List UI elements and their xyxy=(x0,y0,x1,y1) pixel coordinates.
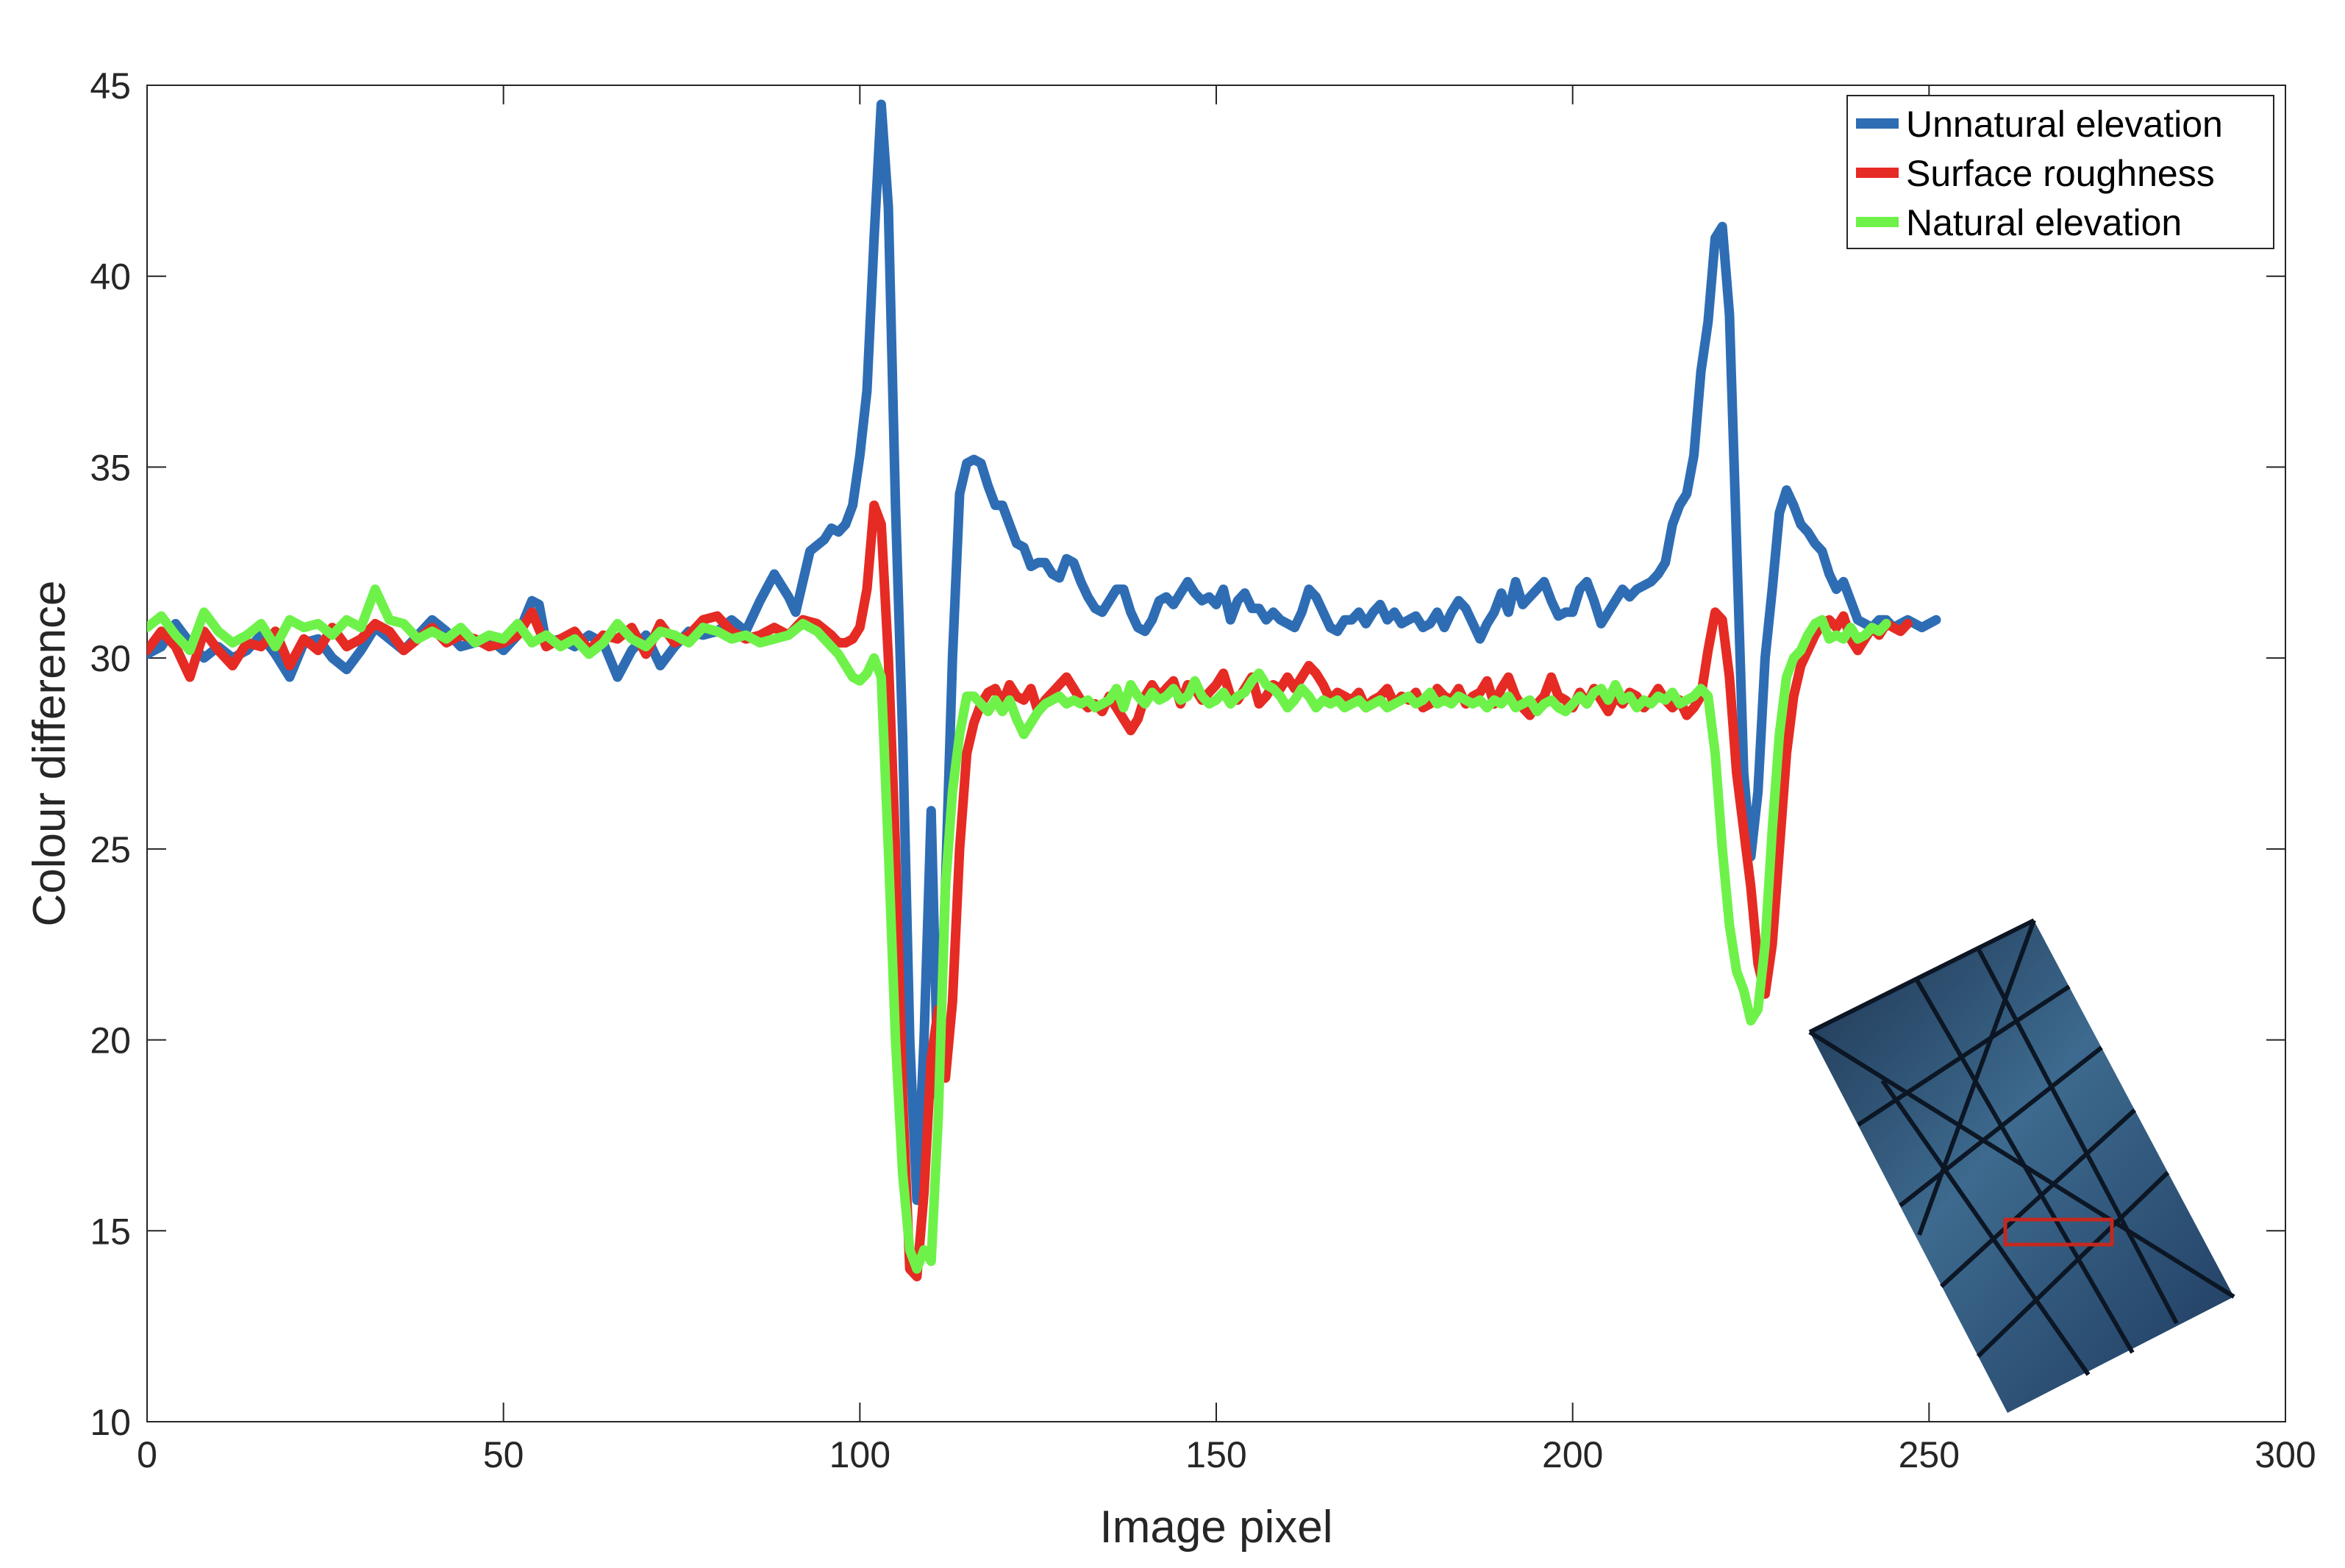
y-tick-label: 40 xyxy=(90,257,131,298)
y-tick-label: 45 xyxy=(90,65,131,107)
y-tick-label: 20 xyxy=(90,1020,131,1062)
legend-label: Surface roughness xyxy=(1906,153,2215,194)
y-tick-label: 15 xyxy=(90,1211,131,1252)
legend-box xyxy=(1846,95,2274,249)
y-tick-label: 10 xyxy=(90,1402,131,1443)
x-tick-label: 200 xyxy=(1542,1434,1603,1475)
y-axis-title: Colour difference xyxy=(24,580,75,926)
legend-item-unnatural-elevation: Unnatural elevation xyxy=(1856,104,2223,145)
x-tick-label: 150 xyxy=(1185,1434,1246,1475)
facade-grid-lines xyxy=(1808,918,2235,1376)
legend: Unnatural elevation Surface roughness Na… xyxy=(1846,95,2274,249)
y-tick-label: 35 xyxy=(90,447,131,488)
y-tick-label: 30 xyxy=(90,638,131,679)
x-axis-title: Image pixel xyxy=(1099,1502,1332,1553)
legend-label: Natural elevation xyxy=(1906,202,2182,243)
inset-facade-photo xyxy=(1808,918,2235,1413)
series-line-natural-elevation xyxy=(147,584,1891,1274)
x-tick-label: 300 xyxy=(2255,1434,2316,1475)
x-tick-label: 250 xyxy=(1899,1434,1960,1475)
y-tick-label: 25 xyxy=(90,829,131,870)
axis-ticks xyxy=(146,85,2286,1422)
inset-highlight-box xyxy=(2003,1217,2114,1247)
series-lines xyxy=(147,99,1941,1282)
x-tick-label: 50 xyxy=(483,1434,524,1475)
axis-tick-labels: 0 50 100 150 200 250 300 10 15 20 25 30 35 40 45 xyxy=(90,65,2316,1475)
x-tick-label: 0 xyxy=(137,1434,157,1475)
legend-item-surface-roughness: Surface roughness xyxy=(1856,153,2215,194)
legend-label: Unnatural elevation xyxy=(1906,104,2223,145)
legend-item-natural-elevation: Natural elevation xyxy=(1856,202,2182,243)
series-line-unnatural-elevation xyxy=(147,99,1941,1206)
x-tick-label: 100 xyxy=(829,1434,890,1475)
